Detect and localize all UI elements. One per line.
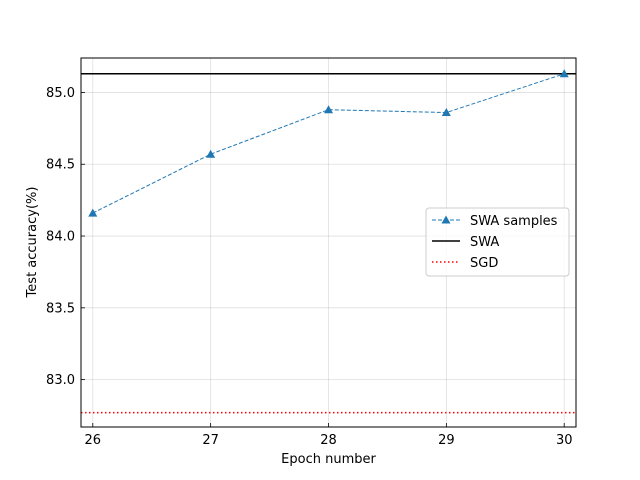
y-axis-label: Test accuracy(%) <box>25 187 40 299</box>
x-tick-label: 26 <box>85 433 102 448</box>
y-tick-label: 84.5 <box>46 158 75 173</box>
legend-swa-samples-label: SWA samples <box>470 214 558 229</box>
series-markers <box>88 69 569 217</box>
legend-box <box>425 207 570 277</box>
swa-samples-marker <box>441 108 451 117</box>
x-tick-label: 28 <box>320 433 337 448</box>
series-lines <box>81 73 576 414</box>
y-tick-label: 85.0 <box>46 86 75 101</box>
swa-samples-marker <box>324 105 333 114</box>
legend: SWA samples SWA SGD <box>425 207 570 277</box>
swa-samples-marker <box>88 208 98 217</box>
axis-ticks: 26 27 28 29 30 83.0 83.5 84.0 84.5 85.0 <box>46 86 572 448</box>
x-tick-label: 30 <box>556 433 573 448</box>
legend-swa-samples-marker <box>441 215 451 224</box>
y-tick-label: 83.0 <box>46 373 75 388</box>
swa-samples-marker <box>559 69 569 78</box>
legend-swa-label: SWA <box>470 235 499 250</box>
x-axis-label: Epoch number <box>281 452 376 467</box>
y-tick-label: 84.0 <box>46 230 75 245</box>
legend-sgd-label: SGD <box>470 256 498 271</box>
y-tick-label: 83.5 <box>46 301 75 316</box>
swa-samples-line <box>92 73 565 214</box>
swa-samples-marker <box>206 149 216 158</box>
x-tick-label: 27 <box>202 433 219 448</box>
x-tick-label: 29 <box>438 433 455 448</box>
